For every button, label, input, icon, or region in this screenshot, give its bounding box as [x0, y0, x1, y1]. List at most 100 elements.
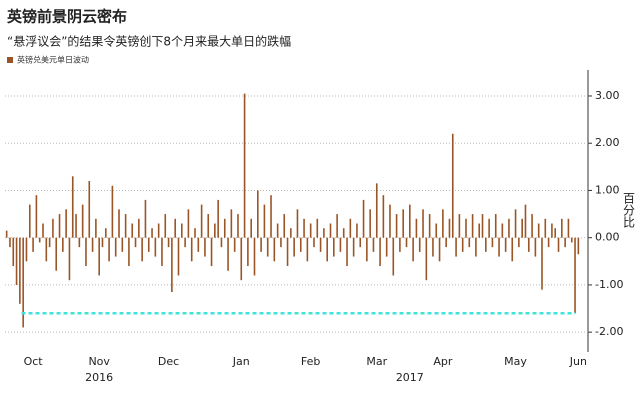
bar [336, 214, 338, 238]
bar [157, 223, 160, 238]
bar [210, 237, 213, 267]
bar [85, 237, 87, 267]
bar [250, 218, 252, 238]
bar [346, 237, 348, 267]
bar [415, 218, 418, 238]
bar [405, 237, 408, 248]
bar [511, 237, 514, 262]
bar [223, 218, 226, 238]
bar [375, 183, 378, 238]
bar [217, 199, 219, 238]
bar [557, 237, 560, 252]
bar [25, 237, 28, 262]
bar [194, 228, 196, 238]
bar [561, 218, 563, 238]
bar [342, 228, 345, 238]
x-tick-label: Feb [301, 355, 320, 368]
bar [435, 223, 438, 238]
bar [108, 237, 110, 262]
bar [253, 237, 256, 276]
bar [524, 204, 527, 238]
x-tick-label: Jan [232, 355, 250, 368]
bar [326, 237, 328, 262]
x-tick-label: Jun [569, 355, 587, 368]
bar [9, 237, 11, 248]
bar [65, 209, 67, 238]
x-tick-label: Apr [433, 355, 453, 368]
bar [303, 218, 305, 238]
bar [177, 237, 180, 276]
bar [118, 209, 120, 238]
bar [369, 209, 371, 238]
bar [514, 209, 517, 238]
bar [237, 214, 239, 238]
bar [75, 214, 77, 238]
bar [461, 237, 464, 252]
bar [309, 223, 312, 238]
bar [527, 237, 530, 252]
bar [247, 237, 249, 267]
bar [521, 218, 523, 238]
bar [379, 237, 381, 267]
bar [138, 218, 140, 238]
bar [180, 223, 183, 238]
bar [95, 218, 97, 238]
bar [333, 237, 335, 257]
bar [465, 218, 467, 238]
x-tick-label: Oct [24, 355, 44, 368]
bar [491, 237, 494, 248]
bar [101, 237, 104, 248]
bar [131, 223, 134, 238]
bar [574, 237, 576, 314]
bar [154, 237, 157, 257]
bar [266, 237, 269, 257]
x-tick-label: Dec [158, 355, 179, 368]
bar [389, 204, 391, 238]
bar [385, 237, 388, 257]
bar [409, 204, 411, 238]
bar [111, 185, 114, 238]
bar [91, 237, 94, 252]
bar [293, 237, 295, 257]
bar [316, 218, 319, 238]
bar [567, 218, 570, 238]
bar [359, 237, 362, 248]
bar [290, 228, 292, 238]
y-tick-label: 2.00 [595, 136, 620, 149]
bar [19, 237, 21, 304]
bar [121, 237, 124, 252]
bar [280, 237, 282, 248]
bar [366, 237, 368, 262]
bar [164, 214, 167, 238]
bar [260, 237, 262, 252]
bar [214, 223, 216, 238]
bar [68, 237, 71, 281]
x-tick-label: Nov [88, 355, 110, 368]
bar [442, 209, 444, 238]
y-tick-label: -2.00 [595, 325, 623, 338]
bar [323, 228, 325, 238]
bar [15, 237, 18, 285]
bar [45, 237, 48, 262]
bar [38, 237, 41, 243]
bar [432, 237, 434, 257]
bar [372, 237, 375, 252]
bar [144, 199, 147, 238]
bar [240, 237, 243, 281]
bar [564, 237, 566, 248]
bar [184, 237, 186, 248]
bar [128, 237, 130, 267]
x-tick-label: May [504, 355, 527, 368]
bar [81, 204, 84, 238]
bar [233, 237, 236, 252]
bar [52, 218, 54, 238]
bar [339, 237, 342, 252]
bar [190, 237, 193, 262]
bar [283, 214, 286, 238]
bar [475, 237, 477, 257]
bar [197, 237, 200, 252]
bar [485, 237, 487, 252]
bar [78, 237, 81, 248]
bar [481, 214, 484, 238]
bar [352, 237, 355, 257]
